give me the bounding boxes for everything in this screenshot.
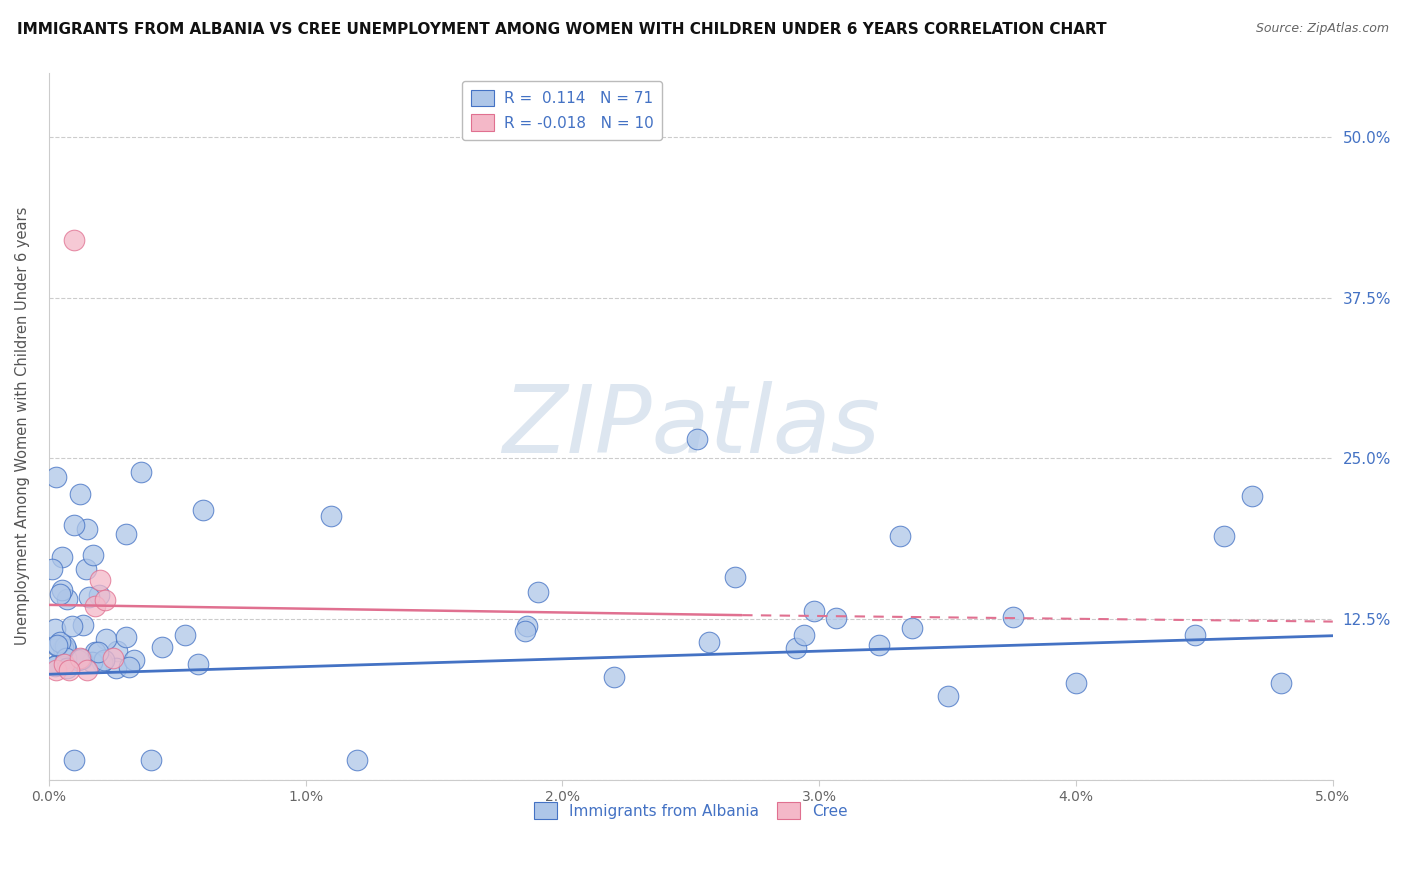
- Point: [724, 570, 747, 584]
- Point: [936, 689, 959, 703]
- Point: [56, 591, 79, 606]
- Point: [49, 587, 72, 601]
- Point: [105, 644, 128, 658]
- Point: [62, 517, 84, 532]
- Point: [101, 650, 124, 665]
- Point: [45, 658, 67, 673]
- Point: [889, 529, 911, 543]
- Point: [79, 590, 101, 604]
- Point: [321, 509, 343, 524]
- Point: [174, 628, 197, 642]
- Point: [516, 619, 538, 633]
- Point: [118, 659, 141, 673]
- Point: [793, 628, 815, 642]
- Point: [115, 630, 138, 644]
- Point: [63, 753, 86, 767]
- Point: [87, 645, 110, 659]
- Point: [89, 574, 111, 588]
- Point: [122, 653, 145, 667]
- Point: [70, 652, 93, 666]
- Point: [84, 645, 107, 659]
- Point: [1064, 676, 1087, 690]
- Point: [56, 661, 79, 675]
- Point: [93, 653, 115, 667]
- Text: ZIPatlas: ZIPatlas: [502, 381, 880, 472]
- Point: [69, 650, 91, 665]
- Point: [82, 548, 104, 562]
- Point: [513, 624, 536, 638]
- Point: [868, 638, 890, 652]
- Point: [63, 233, 86, 247]
- Point: [697, 634, 720, 648]
- Point: [45, 664, 67, 678]
- Point: [75, 562, 97, 576]
- Point: [603, 670, 626, 684]
- Point: [129, 465, 152, 479]
- Point: [1270, 676, 1292, 690]
- Point: [90, 655, 112, 669]
- Point: [82, 655, 104, 669]
- Point: [72, 618, 94, 632]
- Point: [60, 618, 83, 632]
- Point: [55, 650, 77, 665]
- Point: [825, 610, 848, 624]
- Point: [49, 635, 72, 649]
- Point: [187, 657, 209, 671]
- Point: [52, 641, 75, 656]
- Text: IMMIGRANTS FROM ALBANIA VS CREE UNEMPLOYMENT AMONG WOMEN WITH CHILDREN UNDER 6 Y: IMMIGRANTS FROM ALBANIA VS CREE UNEMPLOY…: [17, 22, 1107, 37]
- Point: [58, 664, 80, 678]
- Point: [46, 639, 69, 653]
- Point: [53, 639, 76, 653]
- Point: [70, 652, 93, 666]
- Point: [55, 641, 77, 656]
- Point: [67, 653, 90, 667]
- Point: [76, 664, 98, 678]
- Point: [44, 622, 66, 636]
- Point: [346, 753, 368, 767]
- Point: [1212, 528, 1234, 542]
- Point: [44, 659, 66, 673]
- Point: [1241, 489, 1264, 503]
- Point: [45, 470, 67, 484]
- Point: [785, 640, 807, 655]
- Point: [191, 503, 214, 517]
- Point: [1184, 628, 1206, 642]
- Point: [89, 589, 111, 603]
- Point: [685, 432, 707, 446]
- Point: [94, 592, 117, 607]
- Point: [150, 640, 173, 654]
- Text: Source: ZipAtlas.com: Source: ZipAtlas.com: [1256, 22, 1389, 36]
- Point: [51, 582, 73, 597]
- Point: [84, 599, 107, 614]
- Point: [901, 621, 924, 635]
- Point: [41, 562, 63, 576]
- Point: [94, 632, 117, 646]
- Point: [51, 549, 73, 564]
- Point: [141, 753, 163, 767]
- Point: [803, 604, 825, 618]
- Point: [76, 522, 98, 536]
- Point: [45, 639, 67, 653]
- Point: [53, 657, 76, 671]
- Y-axis label: Unemployment Among Women with Children Under 6 years: Unemployment Among Women with Children U…: [15, 207, 30, 646]
- Point: [527, 584, 550, 599]
- Point: [69, 487, 91, 501]
- Point: [115, 527, 138, 541]
- Point: [105, 661, 128, 675]
- Legend: Immigrants from Albania, Cree: Immigrants from Albania, Cree: [527, 796, 853, 825]
- Point: [1002, 610, 1025, 624]
